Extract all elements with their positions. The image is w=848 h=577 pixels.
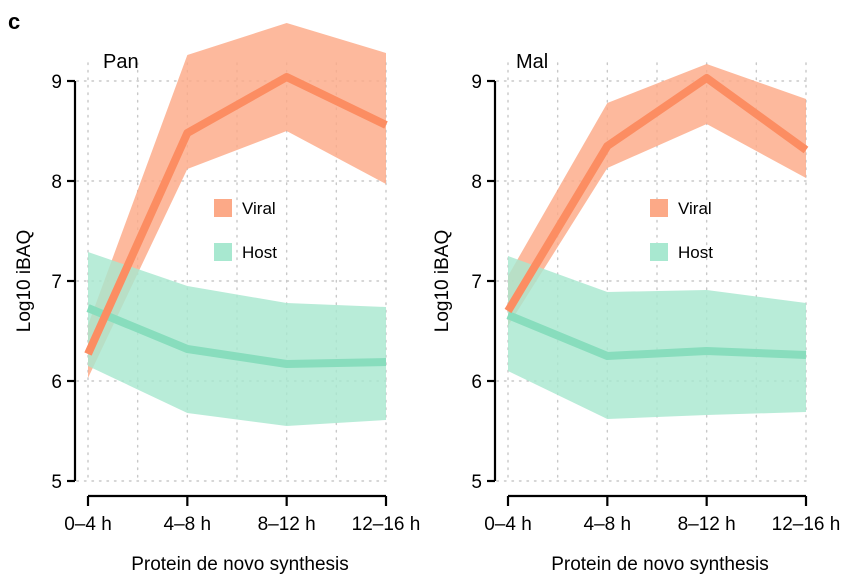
y-tick-label: 7 bbox=[471, 272, 482, 293]
y-tick-label: 7 bbox=[51, 272, 62, 293]
legend-swatch-viral bbox=[214, 199, 232, 217]
y-tick-label: 8 bbox=[471, 172, 482, 193]
x-tick-label: 0–4 h bbox=[64, 514, 112, 535]
x-tick-label: 8–12 h bbox=[258, 514, 316, 535]
legend: Viral Host bbox=[650, 199, 713, 262]
viral-series-line bbox=[84, 73, 388, 356]
legend-swatch-host bbox=[650, 243, 668, 261]
y-tick-label: 5 bbox=[471, 472, 482, 493]
panel-title: Mal bbox=[516, 51, 548, 73]
y-axis-title: Log10 iBAQ bbox=[432, 230, 453, 332]
legend-swatch-viral bbox=[650, 199, 668, 217]
panel-letter: c bbox=[8, 9, 20, 34]
legend-label-viral: Viral bbox=[678, 199, 712, 218]
x-axis-title: Protein de novo synthesis bbox=[551, 554, 769, 575]
host-confidence-band bbox=[88, 252, 386, 426]
x-axis-title: Protein de novo synthesis bbox=[131, 554, 349, 575]
x-tick-label: 12–16 h bbox=[772, 514, 841, 535]
host-series-line bbox=[86, 304, 387, 368]
y-tick-label: 8 bbox=[51, 172, 62, 193]
panel-title: Pan bbox=[103, 51, 139, 73]
x-tick-label: 4–8 h bbox=[584, 514, 632, 535]
y-tick-label: 5 bbox=[51, 472, 62, 493]
legend-label-host: Host bbox=[242, 243, 277, 262]
viral-series-line bbox=[504, 74, 809, 314]
x-tick-label: 0–4 h bbox=[484, 514, 532, 535]
chart-panel-mal: 5 6 7 8 9 0–4 h 4–8 h 8–12 h 12–16 h Mal Protein d… bbox=[432, 51, 840, 575]
y-tick-label: 9 bbox=[471, 72, 482, 93]
y-tick-label: 6 bbox=[51, 372, 62, 393]
viral-confidence-band bbox=[88, 23, 386, 378]
x-tick-label: 12–16 h bbox=[352, 514, 421, 535]
legend: Viral Host bbox=[214, 199, 277, 262]
y-tick-label: 6 bbox=[471, 372, 482, 393]
legend-label-viral: Viral bbox=[242, 199, 276, 218]
legend-label-host: Host bbox=[678, 243, 713, 262]
host-confidence-band bbox=[508, 256, 806, 419]
legend-swatch-host bbox=[214, 243, 232, 261]
x-tick-label: 8–12 h bbox=[678, 514, 736, 535]
chart-panel-pan: 5 6 7 8 9 0–4 h 4–8 h 8–12 h 12–16 h Pan Protein d… bbox=[14, 23, 420, 575]
viral-confidence-band bbox=[508, 64, 806, 326]
y-tick-label: 9 bbox=[51, 72, 62, 93]
x-tick-label: 4–8 h bbox=[164, 514, 212, 535]
y-axis-title: Log10 iBAQ bbox=[14, 230, 35, 332]
host-series-line bbox=[506, 311, 807, 360]
